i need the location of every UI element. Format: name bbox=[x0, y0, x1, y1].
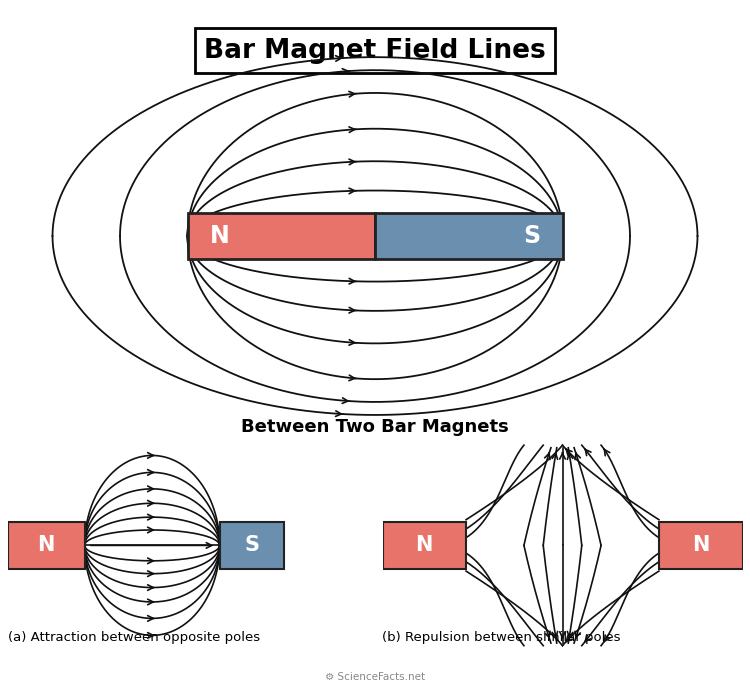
Text: N: N bbox=[692, 535, 709, 556]
Text: (a) Attraction between opposite poles: (a) Attraction between opposite poles bbox=[8, 631, 260, 644]
Text: Between Two Bar Magnets: Between Two Bar Magnets bbox=[242, 418, 509, 436]
Bar bbox=[8, 522, 85, 569]
Text: ⚙ ScienceFacts.net: ⚙ ScienceFacts.net bbox=[325, 673, 425, 682]
Bar bbox=[220, 522, 284, 569]
Text: S: S bbox=[244, 535, 260, 556]
Bar bbox=[188, 213, 375, 259]
Text: N: N bbox=[210, 224, 230, 248]
Text: (b) Repulsion between similar poles: (b) Repulsion between similar poles bbox=[382, 631, 621, 644]
Text: N: N bbox=[416, 535, 433, 556]
Text: N: N bbox=[38, 535, 55, 556]
Bar bbox=[659, 522, 742, 569]
Text: S: S bbox=[523, 224, 540, 248]
Bar bbox=[382, 522, 466, 569]
Text: Bar Magnet Field Lines: Bar Magnet Field Lines bbox=[204, 38, 546, 63]
Bar bbox=[375, 213, 562, 259]
